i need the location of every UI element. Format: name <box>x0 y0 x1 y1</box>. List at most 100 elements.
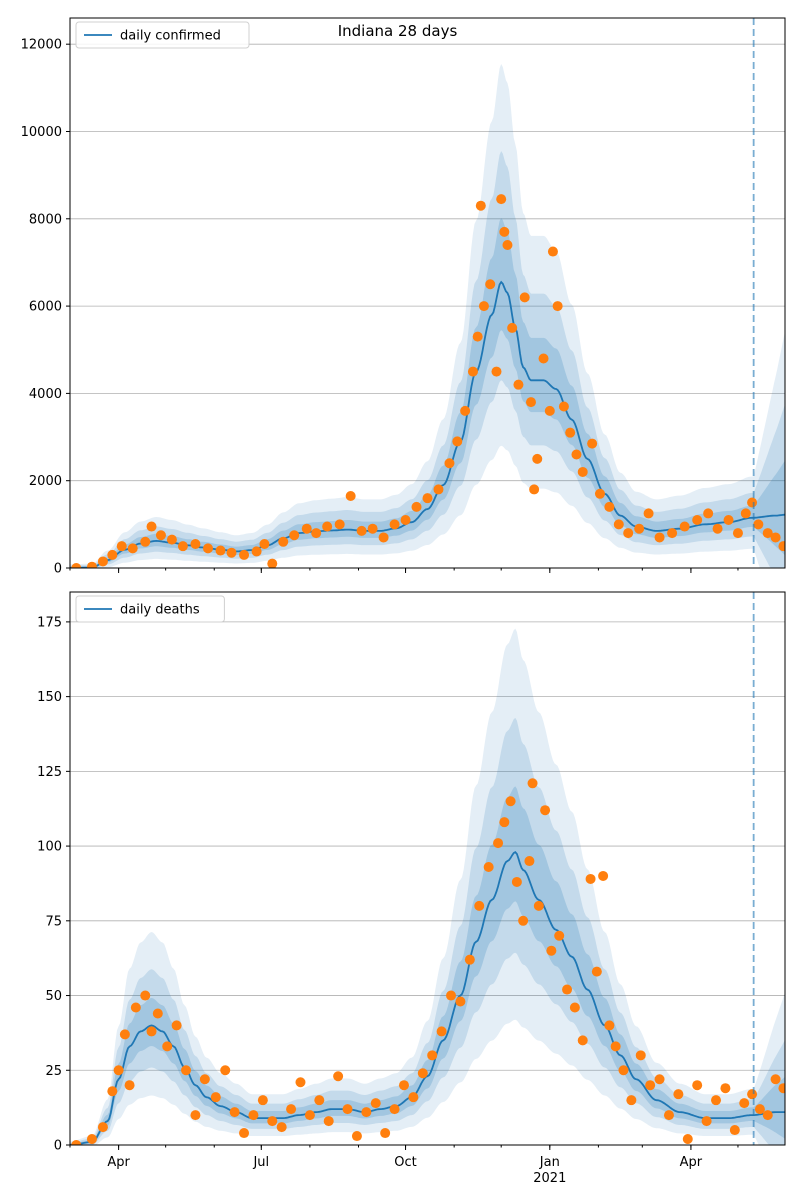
observed-point <box>124 1080 135 1091</box>
observed-point <box>778 541 785 552</box>
observed-point <box>323 1116 334 1127</box>
axes-frame <box>69 591 786 1146</box>
x-tick-year-label: 2021 <box>533 1171 566 1186</box>
observed-point <box>585 873 596 884</box>
observed-point <box>475 200 486 211</box>
observed-point <box>569 1002 580 1013</box>
legend-label: daily deaths <box>120 603 200 618</box>
observed-point <box>113 1065 124 1076</box>
observed-point <box>455 996 466 1007</box>
observed-point <box>378 532 389 543</box>
observed-point <box>259 538 270 549</box>
observed-point <box>645 1080 656 1091</box>
observed-point <box>499 226 510 237</box>
observed-point <box>525 397 536 408</box>
series-line-daily-confirmed <box>70 280 785 568</box>
observed-point <box>411 501 422 512</box>
observed-point <box>427 1050 438 1061</box>
observed-point <box>389 1104 400 1115</box>
observed-point <box>654 532 665 543</box>
observed-point <box>747 497 758 508</box>
observed-point <box>116 541 127 552</box>
observed-point <box>460 405 471 416</box>
observed-point <box>604 1020 615 1031</box>
observed-point <box>673 1089 684 1100</box>
observed-point <box>747 1089 758 1100</box>
observed-point <box>753 519 764 530</box>
observed-point <box>289 530 300 541</box>
y-tick-label: 100 <box>37 840 62 855</box>
observed-point <box>171 1020 182 1031</box>
observed-point <box>729 1125 740 1136</box>
observed-point <box>257 1095 268 1106</box>
observed-point <box>127 543 138 554</box>
observed-point <box>361 1107 372 1118</box>
observed-point <box>499 817 510 828</box>
uncertainty-band <box>70 151 785 568</box>
observed-point <box>529 484 540 495</box>
y-tick-label: 12000 <box>21 38 62 53</box>
observed-point <box>591 966 602 977</box>
y-tick-label: 10000 <box>21 125 62 140</box>
observed-point <box>701 1116 712 1127</box>
observed-point <box>723 514 734 525</box>
x-tick-label: Oct <box>394 1155 416 1170</box>
observed-point <box>220 1065 231 1076</box>
x-tick-label: Apr <box>680 1155 703 1170</box>
observed-point <box>107 549 118 560</box>
observed-point <box>278 536 289 547</box>
observed-point <box>97 556 108 567</box>
observed-point <box>229 1107 240 1118</box>
y-tick-label: 75 <box>45 914 62 929</box>
legend-label: daily confirmed <box>120 29 221 44</box>
observed-point <box>436 1026 447 1037</box>
observed-point <box>446 990 457 1001</box>
observed-point <box>202 543 213 554</box>
observed-point <box>146 521 157 532</box>
observed-point <box>491 366 502 377</box>
x-tick-label: Jul <box>252 1155 269 1170</box>
observed-point <box>408 1092 419 1103</box>
observed-point <box>248 1110 259 1121</box>
observed-point <box>770 532 781 543</box>
observed-point <box>538 353 549 364</box>
observed-point <box>322 521 333 532</box>
observed-point <box>740 508 751 519</box>
uncertainty-band <box>70 717 785 1145</box>
observed-point <box>97 1122 108 1133</box>
observed-point <box>587 438 598 449</box>
observed-point <box>422 493 433 504</box>
observed-point <box>667 528 678 539</box>
observed-point <box>226 547 237 558</box>
observed-point <box>610 1041 621 1052</box>
observed-point <box>311 528 322 539</box>
observed-point <box>472 331 483 342</box>
observed-point <box>417 1068 428 1079</box>
axes-frame <box>69 17 786 569</box>
observed-point <box>778 1083 785 1094</box>
observed-point <box>86 561 97 568</box>
observed-point <box>210 1092 221 1103</box>
observed-point <box>467 366 478 377</box>
observed-point <box>452 436 463 447</box>
observed-point <box>712 523 723 534</box>
confirmed-chart-panel: 0 2000 4000 6000 8000 10000 12000 Indiana 28 da… <box>21 17 786 577</box>
observed-point <box>496 194 507 205</box>
observed-point <box>770 1074 781 1085</box>
observed-point <box>119 1029 130 1040</box>
observed-point <box>199 1074 210 1085</box>
observed-point <box>215 545 226 556</box>
observed-point <box>502 239 513 250</box>
observed-point <box>562 984 573 995</box>
observed-point <box>146 1026 157 1037</box>
observed-point <box>540 805 551 816</box>
observed-point <box>613 519 624 530</box>
observed-point <box>267 558 278 568</box>
y-tick-label: 175 <box>37 615 62 630</box>
uncertainty-band <box>70 64 785 568</box>
observed-point <box>351 1131 362 1142</box>
y-tick-label: 0 <box>54 1139 62 1154</box>
y-tick-label: 150 <box>37 690 62 705</box>
observed-point <box>643 508 654 519</box>
observed-point <box>155 530 166 541</box>
